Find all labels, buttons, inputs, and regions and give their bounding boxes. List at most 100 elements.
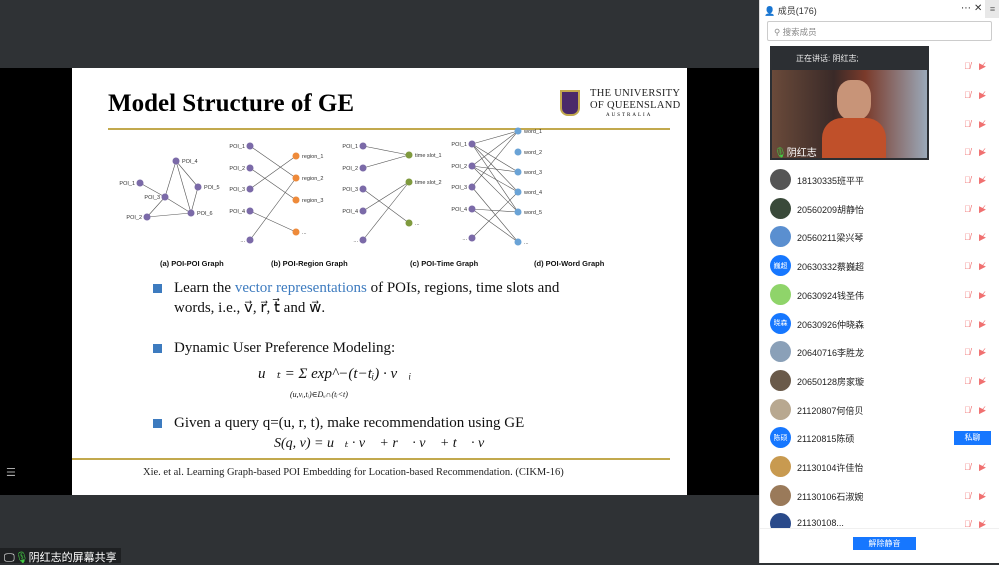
node-label: word_1 — [523, 129, 542, 135]
node-label: POI_5 — [204, 185, 220, 191]
camera-off-icon[interactable]: ▶̸ — [979, 90, 986, 100]
member-row[interactable]: 21130104许佳怡 🎙̸ ▶̸ — [760, 453, 999, 481]
avatar — [770, 197, 791, 219]
mic-muted-icon[interactable]: 🎙̸ — [964, 289, 971, 300]
member-name: 20560211梁兴琴 — [797, 233, 864, 244]
node-label: ... — [462, 236, 467, 242]
mic-muted-icon[interactable]: 🎙̸ — [964, 519, 971, 530]
mic-muted-icon[interactable]: 🎙̸ — [964, 147, 971, 157]
unmute-all-button[interactable]: 解除静音 — [853, 537, 916, 550]
avatar: 陈硕 — [770, 427, 791, 449]
formula-sum-subscript: (u,vᵢ,tᵢ)∈Dᵤ∩(tᵢ<t) — [290, 390, 348, 399]
graph-node — [194, 183, 202, 191]
camera-off-icon[interactable]: ▶̸ — [979, 519, 986, 530]
member-row[interactable]: 21130106石淑婉 🎙̸ ▶̸ — [760, 482, 999, 510]
mic-muted-icon[interactable]: 🎙̸ — [964, 119, 971, 129]
graph-edge — [362, 145, 410, 156]
node-label: POI_3 — [229, 187, 245, 193]
mic-muted-icon[interactable]: 🎙̸ — [964, 404, 971, 415]
mic-muted-icon[interactable]: 🎙̸ — [964, 261, 971, 272]
camera-off-icon[interactable]: ▶̸ — [979, 375, 986, 386]
camera-off-icon[interactable]: ▶̸ — [979, 289, 986, 300]
graph-node — [405, 178, 413, 186]
graph-edge — [190, 186, 199, 214]
bullet-2: Dynamic User Preference Modeling: — [153, 338, 395, 358]
camera-off-icon[interactable]: ▶̸ — [979, 175, 986, 185]
more-icon[interactable]: ⋯ — [961, 3, 971, 14]
mic-muted-icon[interactable]: 🎙̸ — [964, 490, 971, 501]
caption-c: (c) POI-Time Graph — [410, 259, 479, 268]
graph-node — [405, 219, 413, 227]
mic-muted-icon[interactable]: 🎙̸ — [964, 347, 971, 358]
member-row[interactable]: 20640716李胜龙 🎙̸ ▶̸ — [760, 338, 999, 366]
camera-off-icon[interactable]: ▶̸ — [979, 203, 986, 214]
graph-edge — [362, 154, 410, 169]
mic-muted-icon[interactable]: 🎙̸ — [964, 61, 971, 71]
camera-off-icon[interactable]: ▶̸ — [979, 61, 986, 71]
members-panel: 👤 成员(176) ⋯ ✕ ≡ ⚲ 搜索成员 🎙̸ ▶̸ 🎙̸ ▶̸ 🎙̸ ▶̸ 🎙̸ ▶̸ 1… — [759, 0, 999, 563]
mic-muted-icon[interactable]: 🎙̸ — [964, 232, 971, 243]
close-icon[interactable]: ✕ — [974, 3, 983, 14]
member-row[interactable]: 晓森 20630926仲晓森 🎙̸ ▶̸ — [760, 310, 999, 338]
node-label: POI_1 — [229, 144, 245, 150]
avatar — [770, 369, 791, 391]
mic-muted-icon[interactable]: 🎙̸ — [964, 462, 971, 472]
camera-off-icon[interactable]: ▶̸ — [979, 490, 986, 501]
speaker-video[interactable]: 正在讲话: 阴红志; 🎙阴红志 — [770, 46, 929, 160]
search-input[interactable]: ⚲ 搜索成员 — [767, 21, 992, 41]
camera-off-icon[interactable]: ▶̸ — [979, 318, 986, 329]
bullet-square — [153, 284, 162, 293]
graph-edge — [249, 167, 297, 201]
camera-off-icon[interactable]: ▶̸ — [979, 462, 986, 472]
member-row[interactable]: 21120807何倍贝 🎙̸ ▶̸ — [760, 396, 999, 424]
camera-off-icon[interactable]: ▶̸ — [979, 147, 986, 157]
graph-node — [143, 213, 151, 221]
member-row[interactable]: 20560209胡静怡 🎙̸ ▶̸ — [760, 195, 999, 223]
private-chat-button[interactable]: 私聊 — [954, 431, 991, 446]
mic-muted-icon[interactable]: 🎙̸ — [964, 375, 971, 386]
graph-node — [246, 142, 254, 150]
member-row[interactable]: 18130335班平平 🎙̸ ▶̸ — [760, 166, 999, 194]
node-label: word_5 — [523, 210, 542, 216]
graph-edge — [249, 145, 297, 179]
member-row-status: 🎙̸ ▶̸ — [760, 81, 999, 109]
graph-node — [514, 127, 522, 135]
mic-muted-icon[interactable]: 🎙̸ — [964, 90, 971, 100]
member-row[interactable]: 20650128房家璇 🎙̸ ▶̸ — [760, 367, 999, 395]
camera-off-icon[interactable]: ▶̸ — [979, 119, 986, 129]
mic-muted-icon[interactable]: 🎙̸ — [964, 175, 971, 185]
member-name: 21130108... — [797, 518, 844, 529]
video-name: 🎙阴红志 — [774, 148, 817, 159]
graph-node — [292, 196, 300, 204]
crest-icon — [560, 90, 580, 116]
graph-diagrams: POI_1 POI_2 POI_3 POI_4 POI_5 POI_6 POI_1 POI_2… — [119, 127, 542, 246]
menu-icon[interactable]: ≡ — [985, 0, 999, 18]
member-row[interactable]: 陈硕 21120815陈硕 私聊 — [760, 424, 999, 452]
mic-muted-icon[interactable]: 🎙̸ — [964, 318, 971, 329]
node-label: POI_3 — [342, 187, 358, 193]
graph-node — [359, 142, 367, 150]
mic-muted-icon[interactable]: 🎙̸ — [964, 203, 971, 214]
member-row[interactable]: 20630924钱圣伟 🎙̸ ▶̸ — [760, 281, 999, 309]
node-label: POI_3 — [144, 195, 160, 201]
graph-node — [246, 207, 254, 215]
graph-node — [359, 207, 367, 215]
member-row-status: 🎙̸ ▶̸ — [760, 138, 999, 166]
graph-node — [292, 152, 300, 160]
camera-off-icon[interactable]: ▶̸ — [979, 261, 986, 272]
formula-user-preference: u⃗ₜ = Σ exp^−(t−tᵢ) · v⃗ᵢ — [258, 366, 412, 382]
member-row[interactable]: 巍超 20630332蔡巍超 🎙̸ ▶̸ — [760, 252, 999, 280]
camera-off-icon[interactable]: ▶̸ — [979, 404, 986, 415]
avatar — [770, 398, 791, 420]
camera-off-icon[interactable]: ▶̸ — [979, 347, 986, 358]
toolbar-menu-icon[interactable]: ☰ — [6, 467, 16, 479]
graph-node — [468, 183, 476, 191]
member-name: 20640716李胜龙 — [797, 348, 865, 359]
graph-node — [292, 174, 300, 182]
graph-edge — [471, 130, 519, 145]
graph-edge — [175, 160, 192, 214]
panel-title: 👤 成员(176) — [764, 6, 817, 16]
avatar: 巍超 — [770, 255, 791, 277]
member-row[interactable]: 20560211梁兴琴 🎙̸ ▶̸ — [760, 223, 999, 251]
camera-off-icon[interactable]: ▶̸ — [979, 232, 986, 243]
